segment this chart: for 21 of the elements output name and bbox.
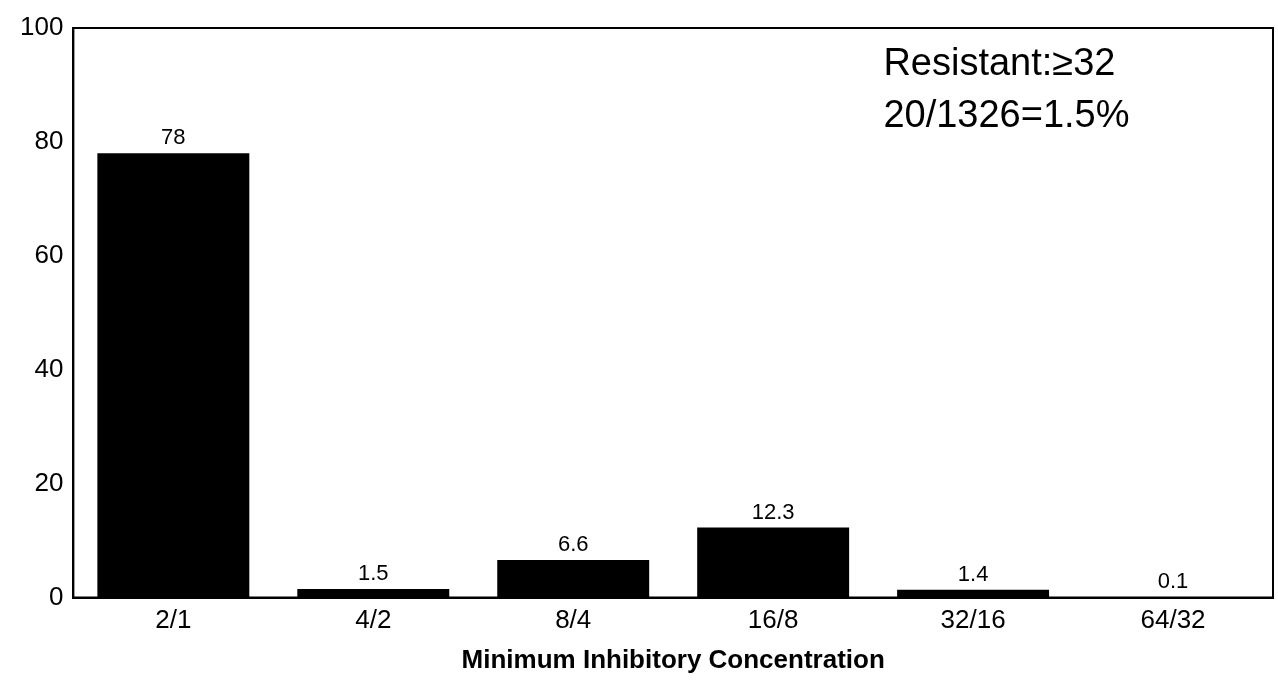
y-tick-label: 60	[34, 239, 64, 270]
y-tick-label: 100	[19, 11, 64, 42]
data-label: 6.6	[557, 531, 589, 557]
x-tick-label: 64/32	[1140, 604, 1206, 635]
y-tick-label: 80	[34, 125, 64, 156]
x-axis-title: Minimum Inhibitory Concentration	[461, 643, 885, 674]
annotation: 20/1326=1.5%	[883, 93, 1130, 136]
x-tick-label: 8/4	[555, 604, 592, 635]
annotation: Resistant:≥32	[883, 41, 1116, 84]
x-tick-label: 16/8	[747, 604, 799, 635]
data-label: 1.4	[957, 560, 989, 586]
x-tick-label: 32/16	[940, 604, 1006, 635]
x-tick-label: 4/2	[355, 604, 392, 635]
data-label: 12.3	[751, 498, 795, 524]
data-label: 0.1	[1157, 568, 1189, 594]
y-tick-label: 40	[34, 352, 64, 383]
data-label: 1.5	[357, 560, 389, 586]
y-tick-label: 0	[48, 580, 64, 611]
data-label: 78	[161, 124, 186, 150]
y-tick-label: 20	[34, 466, 64, 497]
x-tick-label: 2/1	[155, 604, 192, 635]
